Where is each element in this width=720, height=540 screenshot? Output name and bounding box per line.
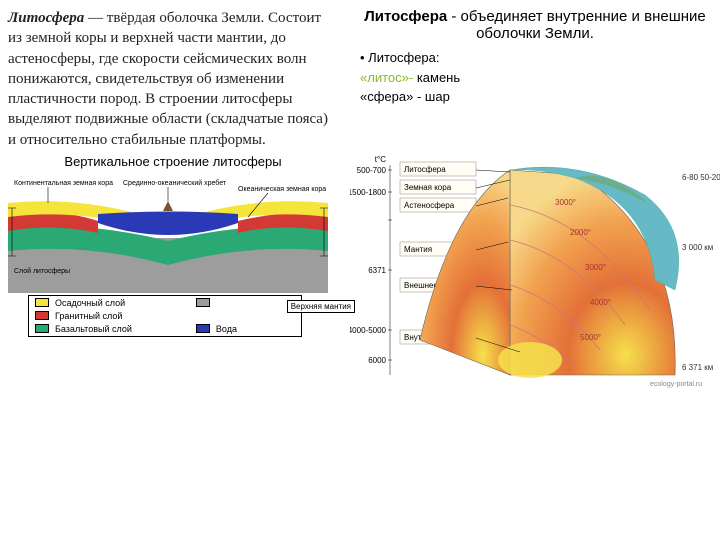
etymology-heading: Литосфера: (368, 50, 439, 65)
layer-label: Астеносфера (404, 201, 455, 210)
right-km-label: 6-80 50-200 КМ (682, 173, 720, 182)
temp-header: t°C (375, 155, 386, 164)
cross-section-svg: Континентальная земная кора Срединно-оке… (8, 173, 328, 293)
legend-basalt: Базальтовый слой (55, 324, 190, 334)
swatch-sediment (35, 298, 49, 307)
lbl-ridge: Срединно-океанический хребет (123, 179, 227, 187)
etym-part-0: «литос»- (360, 70, 413, 85)
depth-tick: 4000-5000 (350, 326, 387, 335)
right-km-label: 6 371 км (682, 363, 713, 372)
swatch-water (196, 324, 210, 333)
legend-mantle: Верхняя мантия (287, 300, 355, 313)
depth-tick: 6371 (368, 266, 386, 275)
depth-tick: 6000 (368, 356, 386, 365)
inner-temp-label: 5000° (580, 333, 601, 342)
swatch-granite (35, 311, 49, 320)
layer-label: Мантия (404, 245, 432, 254)
definition-body: — твёрдая оболочка Земли. Состоит из зем… (8, 10, 328, 148)
layer-label: Литосфера (404, 165, 446, 174)
lbl-continental: Континентальная земная кора (14, 180, 113, 187)
legend-granite: Гранитный слой (55, 311, 190, 321)
depth-tick: 1500-1800 (350, 188, 387, 197)
inner-temp-label: 2000° (570, 228, 591, 237)
right-km-label: 3 000 км (682, 243, 713, 252)
definition-term: Литосфера (8, 10, 84, 26)
lbl-ocean-crust: Океаническая земная кора (238, 186, 326, 193)
legend-mantle-box: Верхняя мантия (216, 298, 295, 308)
earth-cutaway-diagram: t°C Литосфера Земная кора Астеносфера Манти… (350, 150, 720, 532)
legend-water: Вода (216, 324, 295, 334)
inner-temp-label: 3000° (585, 263, 606, 272)
depth-tick: 500-700 (357, 166, 387, 175)
right-title: Литосфера - объединяет внутренние и внеш… (350, 8, 720, 42)
inner-temp-label: 4000° (590, 298, 611, 307)
etym-mean-0: камень (417, 70, 460, 85)
right-header: Литосфера - объединяет внутренние и внеш… (350, 8, 720, 150)
lbl-lith-layer: Слой литосферы (14, 267, 70, 275)
swatch-mantle (196, 298, 210, 307)
cross-section-title: Вертикальное строение литосферы (8, 154, 338, 169)
etymology: • Литосфера: «литос»- камень «сфера» - ш… (360, 48, 720, 107)
legend-sediment: Осадочный слой (55, 298, 190, 308)
cross-section-legend: Осадочный слой Верхняя мантия Гранитный … (28, 295, 302, 337)
right-title-rest: - объединяет внутренние и внешние оболоч… (451, 8, 705, 42)
earth-cut-svg: t°C Литосфера Земная кора Астеносфера Манти… (350, 150, 720, 410)
swatch-basalt (35, 324, 49, 333)
inner-temp-label: 3000° (555, 198, 576, 207)
lithosphere-cross-section: Вертикальное строение литосферы Континен… (8, 150, 338, 532)
right-title-term: Литосфера (364, 8, 447, 25)
definition-text: Литосфера — твёрдая оболочка Земли. Сост… (8, 8, 338, 150)
etym-mean-1: - шар (417, 89, 450, 104)
layer-label: Земная кора (404, 183, 452, 192)
diagram-credit: ecology-portal.ru (650, 381, 702, 388)
etym-part-1: «сфера» (360, 89, 413, 104)
